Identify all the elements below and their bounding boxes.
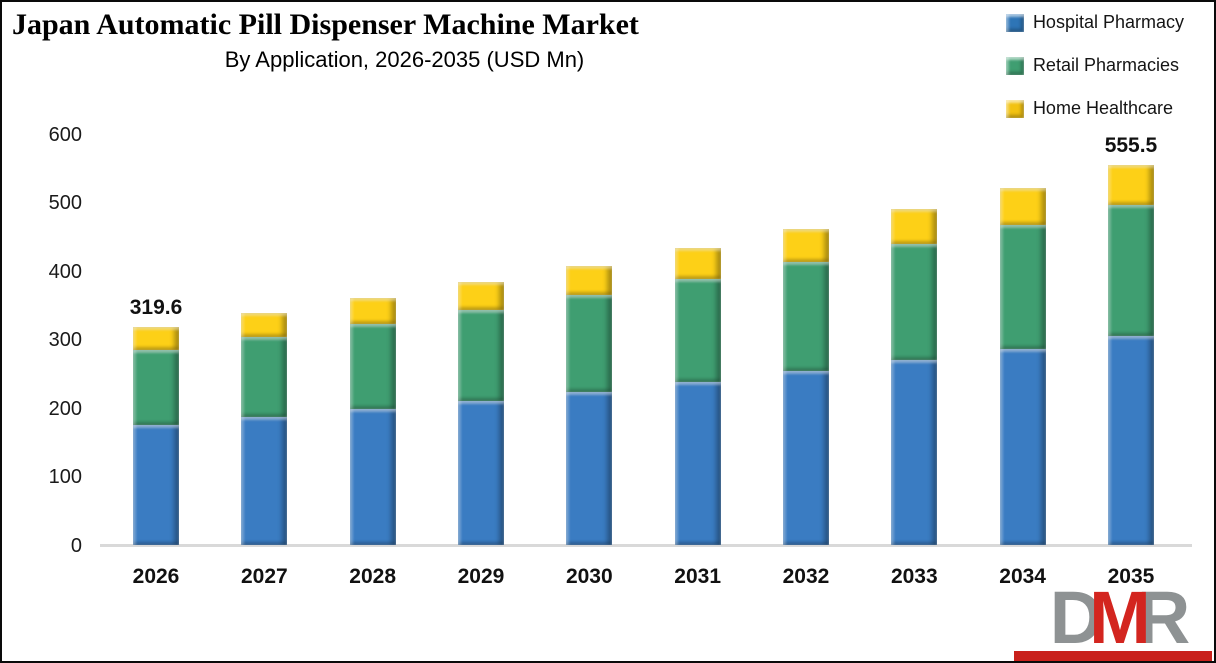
legend: Hospital Pharmacy Retail Pharmacies Home H… xyxy=(1005,12,1184,141)
x-axis-label: 2026 xyxy=(132,564,180,588)
x-axis-label: 2032 xyxy=(782,564,830,588)
bar-segment-hospital-pharmacy xyxy=(891,360,938,546)
bar-segment-hospital-pharmacy xyxy=(349,409,396,546)
bar-segment-hospital-pharmacy xyxy=(241,417,288,546)
bar-segment-home-healthcare xyxy=(349,297,396,324)
bar-segment-hospital-pharmacy xyxy=(999,348,1046,546)
x-axis-label: 2031 xyxy=(674,564,721,588)
bar-segment-retail-pharmacies xyxy=(782,262,829,372)
y-axis-tick-label: 300 xyxy=(48,329,82,351)
x-axis-label: 2030 xyxy=(565,564,613,588)
bar-segment-home-healthcare xyxy=(891,208,938,245)
legend-swatch-icon xyxy=(1005,56,1024,75)
dmr-logo-underbar xyxy=(1014,651,1212,661)
legend-item: Home Healthcare xyxy=(1005,98,1184,119)
bar-segment-hospital-pharmacy xyxy=(782,371,829,546)
bar-segment-home-healthcare xyxy=(133,326,179,350)
bar-segment-hospital-pharmacy xyxy=(1107,336,1154,546)
logo-letter-d: D xyxy=(1049,576,1104,659)
dmr-logo: DMR xyxy=(1014,581,1212,661)
x-axis-line xyxy=(100,544,1192,547)
legend-swatch-icon xyxy=(1005,13,1024,32)
legend-label: Retail Pharmacies xyxy=(1032,55,1179,75)
bar-segment-home-healthcare xyxy=(1107,164,1154,205)
bar-segment-home-healthcare xyxy=(566,265,613,295)
legend-item: Hospital Pharmacy xyxy=(1005,12,1184,33)
bar-segment-hospital-pharmacy xyxy=(566,391,613,546)
bar-segment-home-healthcare xyxy=(457,282,504,310)
chart-subtitle: By Application, 2026-2035 (USD Mn) xyxy=(224,47,585,72)
chart-header: Japan Automatic Pill Dispenser Machine M… xyxy=(2,8,807,74)
legend-item: Retail Pharmacies xyxy=(1005,55,1184,76)
bar-segment-home-healthcare xyxy=(241,312,288,338)
dmr-logo-letters: DMR xyxy=(1014,581,1212,655)
legend-label: Home Healthcare xyxy=(1032,98,1173,118)
x-axis-label: 2034 xyxy=(999,564,1046,588)
bar-segment-home-healthcare xyxy=(674,247,721,280)
logo-letter-r: R xyxy=(1136,576,1191,659)
bar-total-label: 555.5 xyxy=(1104,133,1158,157)
bar-segment-retail-pharmacies xyxy=(133,349,179,426)
bar-total-label: 319.6 xyxy=(129,295,183,319)
bar-segment-retail-pharmacies xyxy=(566,294,613,392)
bar-segment-retail-pharmacies xyxy=(349,323,396,410)
y-axis-tick-label: 400 xyxy=(48,260,82,283)
bar-segment-hospital-pharmacy xyxy=(457,400,504,546)
legend-label: Hospital Pharmacy xyxy=(1032,12,1184,32)
y-axis-tick-label: 600 xyxy=(48,123,82,146)
bar-segment-hospital-pharmacy xyxy=(133,425,179,546)
bar-segment-home-healthcare xyxy=(782,229,829,263)
bar-segment-retail-pharmacies xyxy=(1107,204,1154,337)
x-axis-label: 2028 xyxy=(349,564,397,588)
legend-swatch-icon xyxy=(1005,99,1024,118)
y-axis-tick-label: 100 xyxy=(48,466,82,488)
y-axis-tick-label: 0 xyxy=(70,534,82,557)
bar-segment-retail-pharmacies xyxy=(241,337,288,418)
logo-letter-m: M xyxy=(1089,576,1151,659)
chart-title: Japan Automatic Pill Dispenser Machine M… xyxy=(12,8,639,41)
y-axis-tick-label: 200 xyxy=(48,397,82,420)
bar-segment-home-healthcare xyxy=(999,187,1046,226)
bar-segment-hospital-pharmacy xyxy=(674,381,721,546)
bar-segment-retail-pharmacies xyxy=(457,309,504,401)
bar-segment-retail-pharmacies xyxy=(891,244,938,361)
bar-segment-retail-pharmacies xyxy=(999,225,1046,349)
x-axis-label: 2027 xyxy=(240,564,288,588)
x-axis-label: 2035 xyxy=(1107,564,1155,588)
bar-segment-retail-pharmacies xyxy=(674,279,721,382)
x-axis-label: 2033 xyxy=(890,564,938,588)
x-axis-label: 2029 xyxy=(457,564,505,588)
y-axis-tick-label: 500 xyxy=(48,192,82,214)
